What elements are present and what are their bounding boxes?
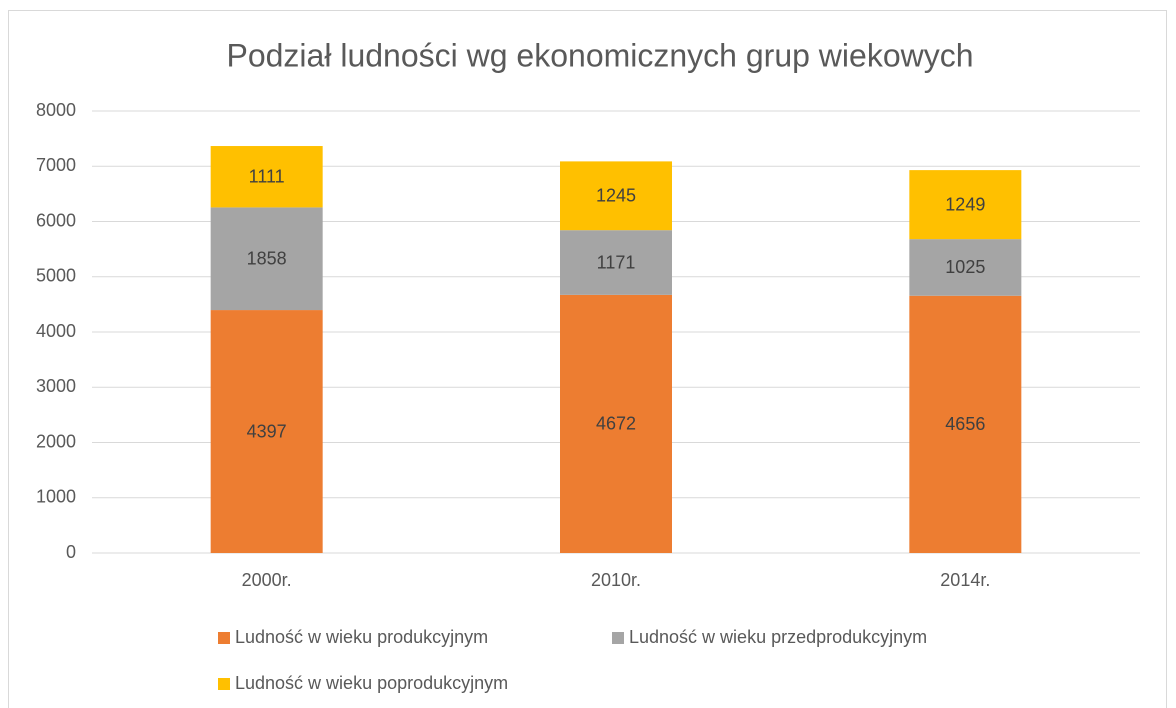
x-tick-label: 2014r. [940,570,990,590]
data-label: 4672 [596,414,636,434]
bar-segment [560,230,672,295]
data-label: 1249 [945,194,985,214]
y-tick-label: 8000 [36,100,76,120]
bar-segment [909,170,1022,240]
y-tick-label: 6000 [36,210,76,230]
x-tick-label: 2010r. [591,570,641,590]
bar-segment [210,207,323,311]
y-tick-label: 2000 [36,431,76,451]
data-label: 4656 [945,414,985,434]
chart-title: Podział ludności wg ekonomicznych grup w… [226,37,973,73]
y-tick-label: 7000 [36,155,76,175]
data-label: 1245 [596,186,636,206]
legend-label: Ludność w wieku przedprodukcyjnym [629,627,927,647]
data-label: 1025 [945,257,985,277]
legend-swatch [218,632,230,644]
y-tick-label: 4000 [36,321,76,341]
legend-swatch [218,678,230,690]
y-tick-label: 5000 [36,266,76,286]
x-tick-label: 2000r. [242,570,292,590]
data-label: 1171 [597,252,636,272]
bar-segment [909,239,1022,296]
data-label: 1858 [247,248,287,268]
bar-segment [560,294,672,553]
bar-segment [210,310,323,553]
y-tick-label: 1000 [36,487,76,507]
legend-swatch [612,632,624,644]
y-tick-label: 3000 [36,376,76,396]
legend-label: Ludność w wieku poprodukcyjnym [235,673,508,693]
bar-segment [909,295,1022,553]
bar-segment [210,146,323,208]
data-label: 1111 [249,166,285,186]
bar-segment [560,161,672,231]
y-tick-label: 0 [66,542,76,562]
data-label: 4397 [247,421,287,441]
legend-label: Ludność w wieku produkcyjnym [235,627,488,647]
